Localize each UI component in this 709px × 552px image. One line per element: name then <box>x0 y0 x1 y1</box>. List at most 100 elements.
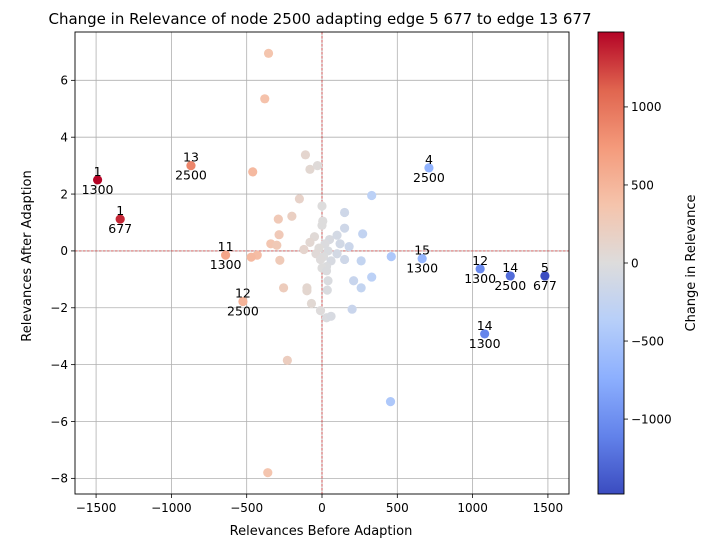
y-tick-label: −4 <box>50 358 68 372</box>
data-point <box>274 230 284 240</box>
colorbar-gradient <box>598 32 624 494</box>
data-point <box>272 240 282 250</box>
data-point <box>305 237 315 247</box>
data-point <box>339 207 350 218</box>
point-label-top: 1 <box>116 203 124 218</box>
data-point <box>367 190 377 201</box>
x-tick-label: −500 <box>230 501 263 515</box>
data-point <box>273 214 283 224</box>
y-tick-label: −8 <box>50 472 68 486</box>
data-point <box>326 311 336 321</box>
colorbar-tick-label: −500 <box>631 334 664 348</box>
x-tick-label: −1500 <box>76 501 117 515</box>
data-point <box>339 223 350 233</box>
point-label-top: 14 <box>502 260 518 275</box>
data-point <box>349 276 359 286</box>
data-point <box>367 272 377 282</box>
point-label-bottom: 677 <box>533 278 557 293</box>
x-tick-label: 0 <box>318 501 326 515</box>
point-label-bottom: 2500 <box>413 170 445 185</box>
data-point <box>294 194 305 204</box>
plot-area: 1130016771325001113001225004250015130012… <box>50 31 570 515</box>
colorbar-tick-label: 1000 <box>631 100 662 114</box>
data-point <box>299 244 309 255</box>
data-point <box>115 214 125 224</box>
colorbar-tick-label: 0 <box>631 256 639 270</box>
point-label-top: 5 <box>541 260 549 275</box>
point-label-bottom: 1300 <box>469 336 501 351</box>
point-label-bottom: 1300 <box>464 271 496 286</box>
data-point <box>335 239 345 249</box>
y-tick-label: 2 <box>60 187 68 201</box>
data-point <box>305 164 315 174</box>
x-tick-label: 500 <box>386 501 409 515</box>
data-point <box>238 296 248 307</box>
data-point <box>92 175 103 185</box>
data-point <box>424 163 434 173</box>
data-point <box>302 286 312 296</box>
point-label-bottom: 1300 <box>82 182 114 197</box>
data-point <box>344 242 354 252</box>
data-point <box>505 271 515 281</box>
data-point <box>347 304 357 314</box>
data-point <box>332 230 342 240</box>
point-label-top: 14 <box>477 318 493 333</box>
point-label-top: 15 <box>414 243 430 258</box>
chart-title: Change in Relevance of node 2500 adaptin… <box>48 10 591 28</box>
point-label-bottom: 2500 <box>175 168 207 183</box>
data-point <box>358 229 368 239</box>
point-label-bottom: 1300 <box>210 257 242 272</box>
y-tick-label: −6 <box>50 415 68 429</box>
data-point <box>186 161 196 171</box>
data-point <box>278 283 289 293</box>
point-label-bottom: 2500 <box>494 278 526 293</box>
point-label-top: 11 <box>218 239 234 254</box>
point-label-bottom: 677 <box>108 221 132 236</box>
point-label-top: 1 <box>94 164 102 179</box>
point-label-top: 12 <box>235 286 251 301</box>
y-tick-label: 6 <box>60 74 68 88</box>
point-label-top: 13 <box>183 150 199 165</box>
data-point <box>323 276 333 286</box>
plot-frame <box>74 31 570 495</box>
data-point <box>275 255 285 265</box>
x-axis-label: Relevances Before Adaption <box>230 524 413 539</box>
data-point <box>339 254 350 265</box>
data-point <box>287 211 297 221</box>
data-point <box>306 298 317 309</box>
data-point <box>300 150 311 160</box>
data-point <box>317 201 327 211</box>
point-label-top: 4 <box>425 152 433 167</box>
point-label-bottom: 1300 <box>406 261 438 276</box>
data-point <box>248 167 258 177</box>
y-axis-label: Relevances After Adaption <box>20 170 35 341</box>
data-point <box>322 285 332 295</box>
y-tick-label: 4 <box>60 130 68 144</box>
data-point <box>480 329 490 339</box>
data-point <box>260 94 270 104</box>
point-label-bottom: 2500 <box>227 304 259 319</box>
x-tick-label: −1000 <box>151 501 192 515</box>
data-point <box>356 283 366 293</box>
data-point <box>540 271 550 281</box>
data-point <box>263 468 273 478</box>
data-point <box>263 48 274 58</box>
colorbar-tick-label: 500 <box>631 178 654 192</box>
data-point <box>356 256 366 266</box>
data-point <box>246 252 256 262</box>
data-point <box>317 220 327 230</box>
y-tick-label: −2 <box>50 301 68 315</box>
data-point <box>315 306 326 316</box>
data-point <box>221 250 231 260</box>
colorbar-tick-label: −1000 <box>631 412 672 426</box>
data-point <box>321 266 332 276</box>
data-point <box>282 355 292 365</box>
colorbar-label: Change in Relevance <box>684 195 699 332</box>
data-point <box>386 252 396 262</box>
data-point <box>417 253 427 264</box>
data-point <box>312 161 323 171</box>
data-point <box>385 397 396 407</box>
data-point <box>315 254 326 265</box>
point-label-top: 12 <box>472 253 488 268</box>
